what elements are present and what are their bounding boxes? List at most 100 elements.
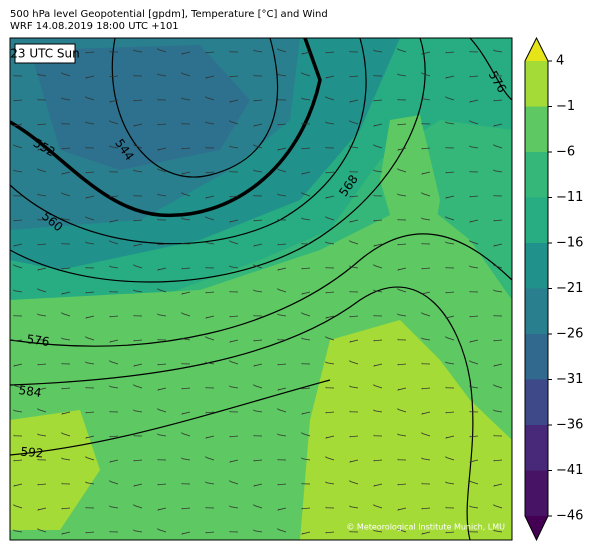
wind-barb xyxy=(349,75,359,78)
wind-barb xyxy=(325,456,335,461)
wind-barb xyxy=(421,482,431,485)
wind-barb xyxy=(325,336,335,341)
wind-barb xyxy=(13,194,23,197)
wind-barb xyxy=(13,123,23,127)
wind-barb xyxy=(373,144,383,149)
wind-barb xyxy=(325,75,335,79)
contour-label: 592 xyxy=(20,445,44,461)
wind-barb xyxy=(85,241,95,245)
wind-barb xyxy=(493,144,503,149)
wind-barb xyxy=(37,98,47,101)
wind-barb xyxy=(493,504,503,509)
wind-barb xyxy=(349,265,359,269)
wind-barb xyxy=(277,433,287,437)
wind-barb xyxy=(493,434,503,437)
wind-barb xyxy=(469,459,479,463)
wind-barb xyxy=(421,312,431,317)
wind-barb xyxy=(325,386,335,389)
wind-barb xyxy=(349,459,359,463)
wind-barb xyxy=(133,74,143,77)
wind-barb xyxy=(157,48,167,53)
wind-barb xyxy=(37,528,47,533)
wind-barb xyxy=(205,411,215,414)
wind-barb xyxy=(301,411,311,415)
colorbar-label: 4 xyxy=(556,54,564,69)
wind-barb xyxy=(277,147,287,151)
colorbar-label: −16 xyxy=(556,236,583,251)
colorbar-band xyxy=(525,334,548,380)
wind-barb xyxy=(445,411,455,414)
wind-barb xyxy=(229,505,239,509)
wind-barb xyxy=(469,530,479,533)
wind-barb xyxy=(85,291,95,294)
wind-barb xyxy=(229,530,239,533)
wind-barb xyxy=(373,339,383,342)
wind-barb xyxy=(229,315,239,318)
wind-barb xyxy=(61,387,71,390)
wind-barb xyxy=(13,339,23,342)
map xyxy=(10,38,512,540)
wind-barb xyxy=(61,97,71,101)
colorbar: 4 −1 −6 −11 −16 −21 −26 −31 −36 −41 −46 xyxy=(524,36,583,542)
wind-barb xyxy=(85,481,95,485)
wind-barb xyxy=(277,98,287,101)
colorbar-band xyxy=(525,243,548,289)
wind-barb xyxy=(181,531,191,535)
wind-barb xyxy=(85,315,95,319)
wind-barb xyxy=(325,411,335,414)
wind-barb xyxy=(493,459,503,462)
wind-barb xyxy=(229,120,239,125)
wind-barb xyxy=(85,96,95,101)
wind-barb xyxy=(37,507,47,511)
wind-barb xyxy=(253,144,263,149)
wind-barb xyxy=(109,265,119,269)
wind-barb xyxy=(205,216,215,221)
wind-barb xyxy=(277,168,287,173)
wind-barb xyxy=(397,168,407,173)
wind-barb xyxy=(253,409,263,413)
wind-barb xyxy=(205,386,215,389)
colorbar-band xyxy=(525,197,548,244)
contours xyxy=(10,38,512,540)
colorbar-extend xyxy=(525,516,548,540)
wind-barb xyxy=(181,267,191,270)
wind-barb xyxy=(397,338,407,341)
wind-barb xyxy=(397,387,407,391)
wind-barb xyxy=(181,337,191,341)
wind-barb xyxy=(301,171,311,175)
wind-barb xyxy=(61,482,71,485)
wind-barb xyxy=(301,337,311,341)
wind-barb xyxy=(469,240,479,245)
wind-barb xyxy=(373,384,383,389)
wind-barb xyxy=(181,291,191,295)
field xyxy=(30,45,250,170)
wind-barb xyxy=(133,289,143,293)
wind-barb xyxy=(229,410,239,413)
wind-barb xyxy=(13,363,23,367)
wind-barb xyxy=(325,195,335,199)
wind-barb xyxy=(493,314,503,317)
wind-barb xyxy=(61,171,71,175)
wind-barb xyxy=(469,50,479,53)
wind-barb xyxy=(61,242,71,245)
wind-barb xyxy=(13,483,23,487)
wind-barb xyxy=(109,75,119,78)
wind-barb xyxy=(61,312,71,317)
wind-barb xyxy=(349,195,359,198)
wind-barb xyxy=(253,264,263,269)
wind-barb xyxy=(349,315,359,318)
wind-barb xyxy=(373,314,383,317)
wind-barb xyxy=(133,504,143,509)
wind-barb xyxy=(349,290,359,293)
wind-barb xyxy=(205,121,215,125)
wind-barb xyxy=(301,531,311,535)
wind-barb xyxy=(157,98,167,101)
wind-barb xyxy=(13,459,23,462)
wind-barb xyxy=(133,49,143,53)
wind-barb xyxy=(301,457,311,461)
wind-barb xyxy=(229,290,239,293)
wind-barb xyxy=(109,145,119,149)
wind-barb xyxy=(157,387,167,391)
wind-barb xyxy=(181,457,191,461)
wind-barb xyxy=(85,435,95,439)
